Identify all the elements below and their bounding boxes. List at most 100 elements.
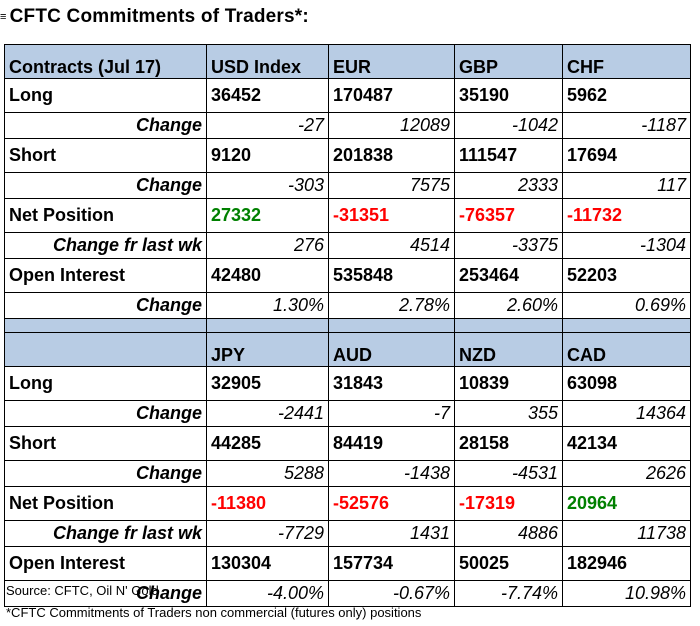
- cell-value: 253464: [454, 258, 563, 293]
- cell-value: -1438: [328, 460, 455, 487]
- cell-value: -7.74%: [454, 580, 563, 607]
- cell-value: 17694: [562, 138, 691, 173]
- table-row-long-change: Change -2441 -7 355 14364: [4, 400, 691, 427]
- table-row-long: Long 32905 31843 10839 63098: [4, 366, 691, 401]
- divider-cell: [4, 318, 207, 333]
- cell-value: 111547: [454, 138, 563, 173]
- cell-value: 276: [206, 232, 329, 259]
- footnote: *CFTC Commitments of Traders non commerc…: [6, 605, 422, 620]
- cell-value: -1187: [562, 112, 691, 139]
- header-currency: CAD: [562, 332, 691, 367]
- cell-value: 0.69%: [562, 292, 691, 319]
- cell-value: -0.67%: [328, 580, 455, 607]
- cell-value: 201838: [328, 138, 455, 173]
- header-currency: EUR: [328, 44, 455, 79]
- cell-value: -1042: [454, 112, 563, 139]
- cell-value: 1431: [328, 520, 455, 547]
- title-text: CFTC Commitments of Traders*:: [9, 6, 309, 27]
- cell-value: -7729: [206, 520, 329, 547]
- row-label: Change fr last wk: [4, 520, 207, 547]
- table-row-short-change: Change 5288 -1438 -4531 2626: [4, 460, 691, 487]
- divider-cell: [328, 318, 455, 333]
- cell-value: -76357: [454, 198, 563, 233]
- row-label: Change: [4, 172, 207, 199]
- cell-value: 4514: [328, 232, 455, 259]
- table-row-open-interest: Open Interest 130304 157734 50025 182946: [4, 546, 691, 581]
- cell-value: -27: [206, 112, 329, 139]
- cell-value: 42134: [562, 426, 691, 461]
- table-row-short: Short 9120 201838 111547 17694: [4, 138, 691, 173]
- cell-value: 2.78%: [328, 292, 455, 319]
- table-row-short-change: Change -303 7575 2333 117: [4, 172, 691, 199]
- cell-value: 5962: [562, 78, 691, 113]
- cell-value: 2.60%: [454, 292, 563, 319]
- header-currency: CHF: [562, 44, 691, 79]
- row-label: Short: [4, 426, 207, 461]
- cell-value: 10.98%: [562, 580, 691, 607]
- cot-table-body: Contracts (Jul 17) USD Index EUR GBP CHF Long…: [4, 44, 691, 607]
- cell-value: 52203: [562, 258, 691, 293]
- cell-value: -11380: [206, 486, 329, 521]
- table-row-net-position: Net Position -11380 -52576 -17319 20964: [4, 486, 691, 521]
- cell-value: 27332: [206, 198, 329, 233]
- cell-value: 130304: [206, 546, 329, 581]
- cell-value: 2333: [454, 172, 563, 199]
- cell-value: 84419: [328, 426, 455, 461]
- row-label: Change: [4, 112, 207, 139]
- cell-value: -4531: [454, 460, 563, 487]
- page-title: ≡ CFTC Commitments of Traders*:: [0, 6, 309, 28]
- cell-value: 36452: [206, 78, 329, 113]
- cell-value: 12089: [328, 112, 455, 139]
- cell-value: 157734: [328, 546, 455, 581]
- header-currency: AUD: [328, 332, 455, 367]
- table1-header-row: Contracts (Jul 17) USD Index EUR GBP CHF: [4, 44, 691, 79]
- cell-value: 32905: [206, 366, 329, 401]
- cell-value: -303: [206, 172, 329, 199]
- cell-value: 1.30%: [206, 292, 329, 319]
- table2-header-row: JPY AUD NZD CAD: [4, 332, 691, 367]
- header-currency: JPY: [206, 332, 329, 367]
- table-row-net-change: Change fr last wk -7729 1431 4886 11738: [4, 520, 691, 547]
- cell-value: 170487: [328, 78, 455, 113]
- cell-value: 10839: [454, 366, 563, 401]
- cell-value: 9120: [206, 138, 329, 173]
- cot-table: Contracts (Jul 17) USD Index EUR GBP CHF Long…: [4, 44, 691, 607]
- cell-value: 14364: [562, 400, 691, 427]
- cell-value: -7: [328, 400, 455, 427]
- source-note: Source: CFTC, Oil N' Gold: [6, 583, 159, 598]
- cell-value: 4886: [454, 520, 563, 547]
- header-currency: NZD: [454, 332, 563, 367]
- cell-value: 35190: [454, 78, 563, 113]
- cell-value: 20964: [562, 486, 691, 521]
- header-label: [4, 332, 207, 367]
- cell-value: 535848: [328, 258, 455, 293]
- table-row-short: Short 44285 84419 28158 42134: [4, 426, 691, 461]
- cell-value: -2441: [206, 400, 329, 427]
- divider-cell: [206, 318, 329, 333]
- row-label: Change fr last wk: [4, 232, 207, 259]
- table-row-oi-change: Change 1.30% 2.78% 2.60% 0.69%: [4, 292, 691, 319]
- table-row-net-change: Change fr last wk 276 4514 -3375 -1304: [4, 232, 691, 259]
- cell-value: 44285: [206, 426, 329, 461]
- row-label: Long: [4, 366, 207, 401]
- cell-value: 182946: [562, 546, 691, 581]
- section-divider: [4, 318, 691, 333]
- title-mark: ≡: [0, 11, 7, 23]
- divider-cell: [562, 318, 691, 333]
- cell-value: -52576: [328, 486, 455, 521]
- cell-value: 2626: [562, 460, 691, 487]
- cell-value: 28158: [454, 426, 563, 461]
- cell-value: -4.00%: [206, 580, 329, 607]
- row-label: Open Interest: [4, 258, 207, 293]
- cell-value: 117: [562, 172, 691, 199]
- row-label: Net Position: [4, 486, 207, 521]
- cell-value: -17319: [454, 486, 563, 521]
- row-label: Change: [4, 580, 207, 607]
- cell-value: -3375: [454, 232, 563, 259]
- table-row-oi-change: Change -4.00% -0.67% -7.74% 10.98%: [4, 580, 691, 607]
- table-row-net-position: Net Position 27332 -31351 -76357 -11732: [4, 198, 691, 233]
- row-label: Open Interest: [4, 546, 207, 581]
- header-currency: USD Index: [206, 44, 329, 79]
- row-label: Short: [4, 138, 207, 173]
- cell-value: -1304: [562, 232, 691, 259]
